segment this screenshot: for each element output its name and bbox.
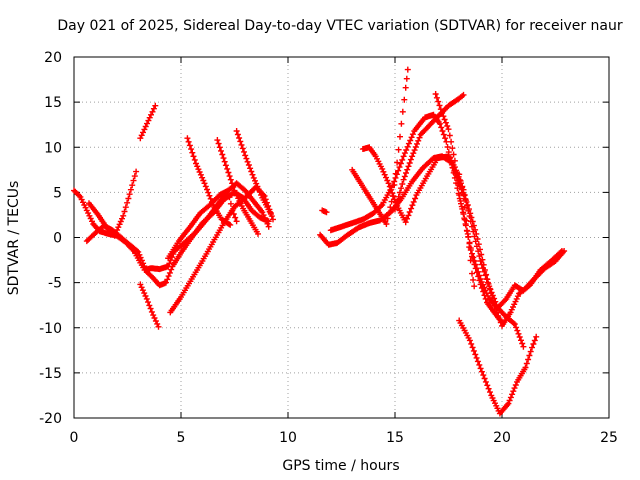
x-tick-label: 5 bbox=[177, 430, 186, 446]
data-series-7 bbox=[165, 187, 240, 262]
data-point-markers bbox=[137, 281, 162, 330]
plot-frame bbox=[73, 56, 610, 419]
data-point-markers bbox=[359, 144, 527, 350]
data-point-markers bbox=[456, 171, 478, 290]
data-series-4 bbox=[137, 102, 159, 142]
x-tick-label: 10 bbox=[279, 430, 297, 446]
y-tick-label: 20 bbox=[44, 50, 62, 66]
x-tick-label: 0 bbox=[70, 430, 79, 446]
data-point-markers bbox=[456, 317, 540, 417]
data-series-15 bbox=[359, 144, 527, 350]
data-series-13 bbox=[327, 111, 568, 311]
data-series-9 bbox=[214, 137, 261, 237]
data-point-markers bbox=[319, 207, 330, 216]
x-tick-label: 20 bbox=[493, 430, 511, 446]
data-series-5 bbox=[137, 281, 162, 330]
data-point-markers bbox=[137, 102, 159, 142]
data-series bbox=[71, 66, 568, 417]
data-series-10 bbox=[233, 128, 274, 217]
y-tick-label: -5 bbox=[48, 276, 62, 292]
data-point-markers bbox=[327, 111, 568, 311]
y-tick-label: 15 bbox=[44, 95, 62, 111]
y-tick-label: -10 bbox=[39, 321, 62, 337]
y-tick-label: -20 bbox=[39, 411, 62, 427]
data-point-markers bbox=[349, 66, 411, 227]
x-tick-label: 15 bbox=[386, 430, 404, 446]
x-tick-label: 25 bbox=[600, 430, 618, 446]
data-series-11 bbox=[319, 207, 330, 216]
x-axis-label: GPS time / hours bbox=[282, 458, 399, 474]
data-point-markers bbox=[165, 187, 240, 262]
axis-tick-labels: 0 5 10 15 20 25 -20 -15 -10 -5 0 5 10 15 20 bbox=[39, 50, 618, 446]
data-series-16 bbox=[392, 91, 467, 213]
data-point-markers bbox=[85, 168, 140, 239]
data-point-markers bbox=[233, 128, 274, 217]
data-series-8 bbox=[184, 135, 234, 228]
data-series-3 bbox=[85, 168, 140, 239]
chart-title: Day 021 of 2025, Sidereal Day-to-day VTE… bbox=[57, 18, 623, 34]
data-series-14 bbox=[349, 66, 411, 227]
y-tick-label: 0 bbox=[53, 231, 62, 247]
data-series-18 bbox=[456, 171, 478, 290]
data-point-markers bbox=[214, 137, 261, 237]
data-series-12 bbox=[317, 153, 565, 329]
data-point-markers bbox=[392, 91, 467, 213]
data-point-markers bbox=[184, 135, 234, 228]
data-series-19 bbox=[456, 317, 540, 417]
y-axis-label: SDTVAR / TECUs bbox=[6, 181, 22, 296]
data-point-markers bbox=[317, 153, 565, 329]
y-tick-label: 5 bbox=[53, 185, 62, 201]
y-tick-label: 10 bbox=[44, 140, 62, 156]
y-tick-label: -15 bbox=[39, 366, 62, 382]
